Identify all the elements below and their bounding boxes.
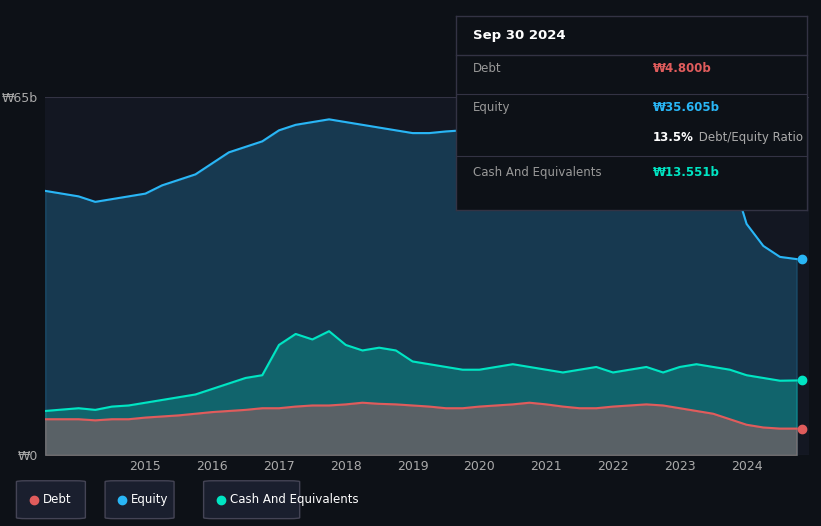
Text: Debt/Equity Ratio: Debt/Equity Ratio [695, 130, 803, 144]
Text: Sep 30 2024: Sep 30 2024 [473, 29, 566, 43]
Text: Debt: Debt [473, 63, 502, 76]
Text: ₩4.800b: ₩4.800b [653, 63, 711, 76]
Text: ₩35.605b: ₩35.605b [653, 102, 719, 115]
Text: Debt: Debt [43, 493, 71, 506]
Text: Cash And Equivalents: Cash And Equivalents [473, 166, 602, 179]
Text: 13.5%: 13.5% [653, 130, 693, 144]
Text: Equity: Equity [473, 102, 511, 115]
Text: Equity: Equity [131, 493, 168, 506]
FancyBboxPatch shape [16, 481, 85, 519]
FancyBboxPatch shape [105, 481, 174, 519]
FancyBboxPatch shape [204, 481, 300, 519]
Text: ₩13.551b: ₩13.551b [653, 166, 719, 179]
Text: Cash And Equivalents: Cash And Equivalents [230, 493, 358, 506]
